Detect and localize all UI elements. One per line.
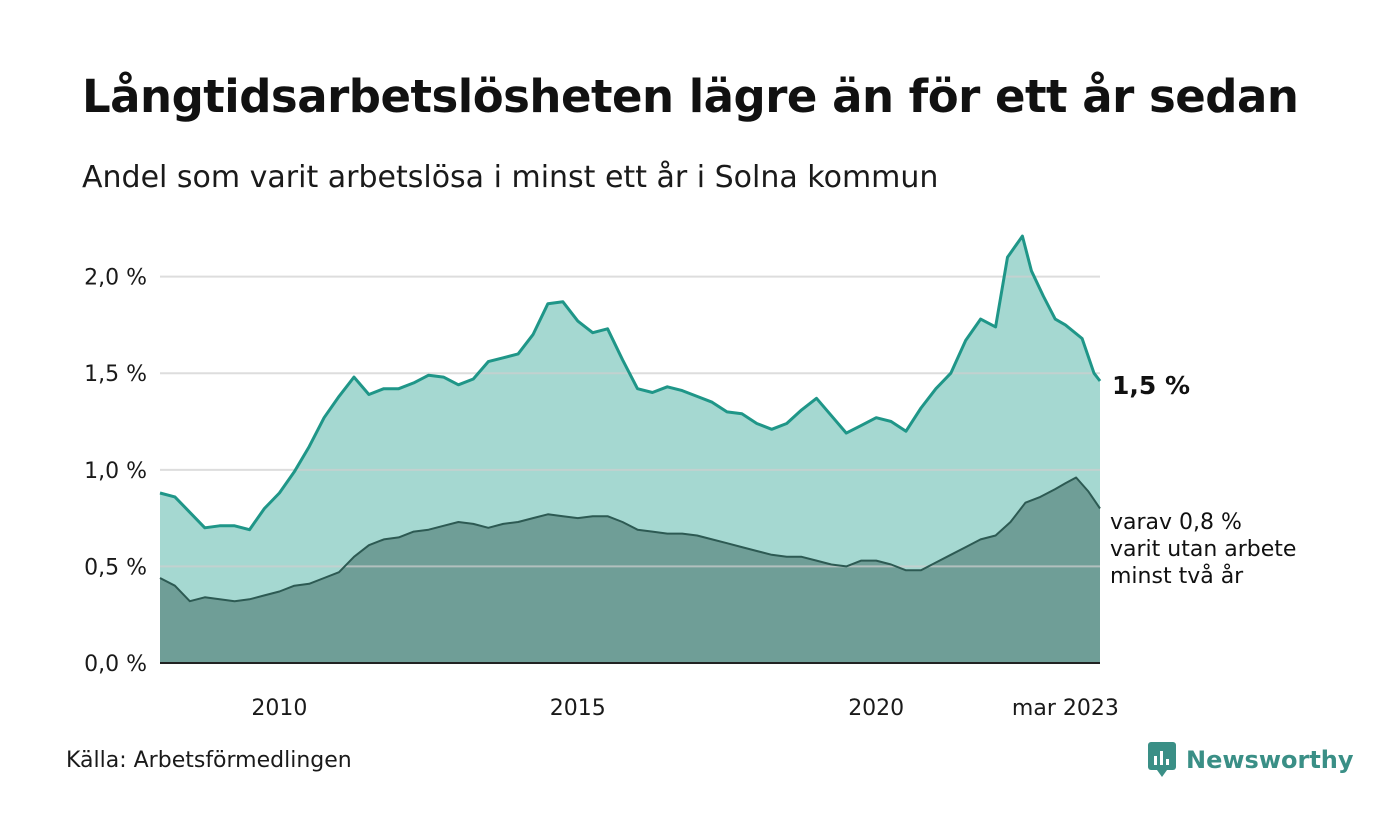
x-tick-label: 2010 (251, 696, 307, 721)
y-tick-label: 1,0 % (84, 459, 147, 484)
x-tick-label: mar 2023 (1012, 696, 1119, 721)
x-tick-label: 2020 (848, 696, 904, 721)
source-note: Källa: Arbetsförmedlingen (66, 748, 352, 773)
series-end-label-line: varit utan arbete (1110, 537, 1296, 562)
chart-title: Långtidsarbetslösheten lägre än för ett … (82, 70, 1299, 123)
y-tick-label: 0,5 % (84, 555, 147, 580)
brand-logo: Newsworthy (1148, 742, 1354, 778)
series-end-label-line: minst två år (1110, 563, 1244, 589)
newsworthy-icon (1148, 742, 1176, 777)
y-tick-label: 0,0 % (84, 652, 147, 677)
x-tick-label: 2015 (550, 696, 606, 721)
series-end-label-total: 1,5 % (1112, 371, 1190, 400)
series-area-1 (160, 477, 1100, 663)
y-tick-label: 1,5 % (84, 362, 147, 387)
series-line-0 (159, 234, 1102, 532)
chart-subtitle: Andel som varit arbetslösa i minst ett å… (82, 160, 939, 195)
series-end-label-longterm: varav 0,8 % (1110, 510, 1242, 535)
y-tick-label: 2,0 % (84, 266, 147, 291)
brand-name: Newsworthy (1186, 746, 1354, 774)
series-line-1 (159, 476, 1101, 603)
